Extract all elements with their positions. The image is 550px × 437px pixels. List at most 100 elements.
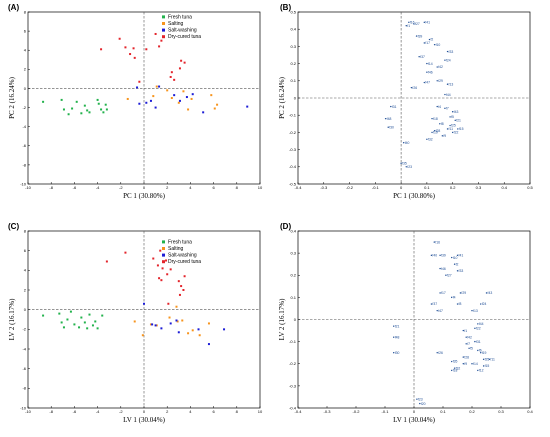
loading-point-label: f48 bbox=[387, 117, 392, 121]
data-point bbox=[67, 113, 70, 116]
loading-point-label: f21 bbox=[456, 119, 461, 123]
y-axis-title: PC 2 (16.24%) bbox=[8, 76, 16, 118]
data-point bbox=[182, 90, 185, 93]
loading-point bbox=[451, 111, 454, 113]
x-tick-label: -8 bbox=[49, 409, 53, 414]
data-point bbox=[91, 324, 94, 327]
loading-point bbox=[445, 274, 447, 276]
loading-point-label: f47 bbox=[425, 81, 430, 85]
loading-point-label: f22 bbox=[454, 131, 459, 135]
loading-point-label: f13 bbox=[449, 82, 454, 86]
loading-point-label: f9 bbox=[443, 134, 446, 138]
data-point bbox=[176, 320, 179, 323]
y-tick-label: -0.1 bbox=[289, 113, 297, 118]
data-point bbox=[175, 305, 178, 308]
data-point bbox=[58, 312, 61, 315]
data-point bbox=[151, 323, 154, 326]
loading-point bbox=[426, 138, 428, 140]
loading-point bbox=[457, 128, 459, 130]
y-tick-label: 0.3 bbox=[290, 251, 296, 256]
data-point bbox=[96, 327, 99, 330]
loading-point bbox=[439, 123, 441, 125]
y-tick-label: -0.4 bbox=[289, 405, 297, 410]
data-point bbox=[152, 95, 155, 98]
panel-label: (C) bbox=[8, 222, 19, 231]
data-point bbox=[191, 329, 194, 332]
loading-point bbox=[474, 340, 476, 343]
x-tick-label: -10 bbox=[25, 185, 32, 190]
panel-label: (A) bbox=[8, 3, 19, 12]
y-tick-label: -0.3 bbox=[289, 147, 297, 152]
loading-point bbox=[436, 309, 438, 312]
loading-point-label: f8 bbox=[459, 302, 462, 306]
data-point bbox=[141, 334, 144, 337]
y-tick-label: 0.4 bbox=[290, 27, 296, 32]
data-point bbox=[42, 314, 45, 317]
y-tick-label: -0.5 bbox=[289, 181, 297, 186]
loading-point-label: f37 bbox=[432, 302, 437, 306]
y-tick-label: 0.5 bbox=[290, 9, 296, 14]
loading-point-label: f26 bbox=[438, 351, 443, 355]
y-tick-label: 0.2 bbox=[290, 61, 296, 66]
legend-swatch bbox=[162, 253, 165, 257]
loading-point bbox=[433, 43, 436, 46]
loading-point bbox=[446, 50, 449, 53]
loading-point-label: f18 bbox=[453, 369, 458, 373]
x-tick-label: -2 bbox=[119, 185, 123, 190]
y-tick-label: 0.2 bbox=[290, 273, 296, 278]
data-point bbox=[154, 324, 157, 327]
y-tick-label: -0.2 bbox=[289, 130, 297, 135]
loading-point bbox=[408, 21, 410, 24]
loading-point bbox=[453, 367, 456, 369]
y-axis-title: LV 2 (16.17%) bbox=[278, 298, 286, 340]
loading-point bbox=[462, 363, 464, 365]
data-point bbox=[180, 59, 183, 62]
data-point bbox=[177, 331, 180, 334]
x-tick-label: 0.3 bbox=[498, 409, 504, 414]
loading-point-label: f30 bbox=[395, 351, 400, 355]
y-tick-label: 8 bbox=[24, 9, 27, 14]
loading-point bbox=[444, 93, 446, 96]
data-point bbox=[191, 93, 194, 96]
loading-point bbox=[423, 42, 426, 44]
loading-point bbox=[405, 166, 407, 168]
loading-point bbox=[415, 35, 418, 37]
y-tick-label: 4 bbox=[24, 268, 27, 273]
data-point bbox=[129, 53, 132, 56]
loading-point bbox=[426, 71, 428, 73]
data-point bbox=[133, 56, 136, 59]
loading-point bbox=[393, 325, 395, 327]
loading-point bbox=[451, 369, 453, 372]
loading-point bbox=[480, 303, 482, 305]
y-tick-label: 2 bbox=[24, 287, 27, 292]
loading-point-label: f2 bbox=[456, 262, 459, 266]
data-point bbox=[96, 98, 99, 101]
data-point bbox=[83, 321, 86, 324]
data-point bbox=[60, 321, 63, 324]
legend-swatch bbox=[162, 260, 165, 264]
loading-point-label: f1 bbox=[407, 24, 410, 28]
loading-point bbox=[439, 267, 441, 270]
loading-point bbox=[465, 336, 467, 338]
loading-point bbox=[480, 351, 482, 354]
loading-point-label: f5 bbox=[470, 346, 473, 350]
data-point bbox=[177, 280, 180, 283]
x-tick-label: -0.4 bbox=[295, 409, 303, 414]
data-point bbox=[167, 302, 170, 305]
legend-swatch bbox=[162, 240, 165, 244]
loading-point bbox=[485, 292, 488, 294]
data-point bbox=[145, 101, 148, 104]
loading-point bbox=[433, 241, 435, 243]
x-axis-title: PC 1 (30.80%) bbox=[123, 192, 165, 200]
panel-label: (D) bbox=[280, 222, 291, 231]
loading-point bbox=[390, 105, 392, 108]
y-tick-label: -2 bbox=[22, 105, 26, 110]
y-tick-label: 0.1 bbox=[290, 295, 296, 300]
data-point bbox=[170, 97, 173, 99]
data-point bbox=[97, 102, 100, 105]
loading-point-label: f41 bbox=[459, 254, 464, 258]
loading-point bbox=[436, 80, 438, 82]
loading-point bbox=[451, 296, 453, 299]
data-point bbox=[100, 108, 103, 111]
loading-point bbox=[474, 327, 476, 330]
